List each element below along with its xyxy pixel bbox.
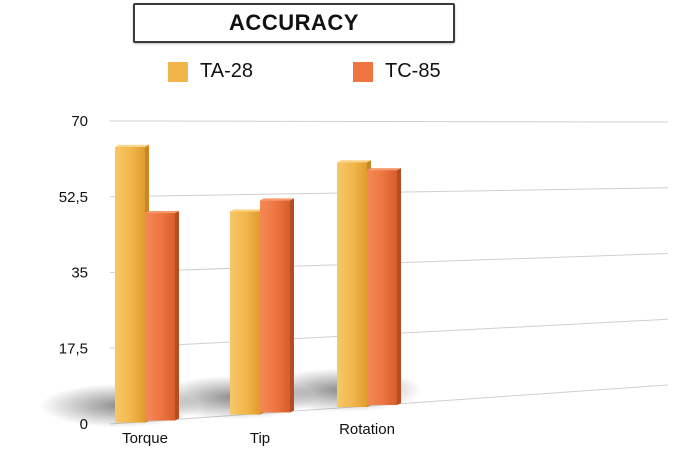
y-tick-label: 35: [71, 265, 88, 282]
legend-label-tc85: TC-85: [385, 60, 441, 82]
x-category-label: Torque: [122, 430, 168, 447]
legend-item-ta28: TA-28: [168, 60, 253, 83]
legend-label-ta28: TA-28: [200, 60, 253, 82]
y-tick-label: 17,5: [59, 340, 88, 357]
bar-ta28-tip: [230, 211, 260, 415]
bar-side: [175, 211, 179, 421]
bar-top: [230, 209, 264, 212]
bar-top: [115, 144, 149, 147]
bar-side: [397, 168, 401, 405]
x-category-label: Tip: [250, 430, 270, 447]
legend-item-tc85: TC-85: [353, 60, 441, 83]
x-axis-labels: Torque Tip Rotation: [122, 421, 395, 447]
chart-title-box: ACCURACY: [133, 3, 455, 43]
bar-ta28-rotation: [337, 162, 367, 408]
legend-swatch-tc85: [353, 61, 373, 82]
chart-title: ACCURACY: [229, 10, 359, 35]
bar-side: [290, 198, 294, 413]
x-category-label: Rotation: [339, 421, 395, 438]
bar-tc85-torque: [145, 213, 175, 421]
bar-top: [145, 211, 179, 214]
bar-ta28-torque: [115, 146, 145, 423]
bars: [115, 144, 401, 423]
y-tick-label: 70: [71, 113, 88, 130]
bar-tc85-tip: [260, 200, 290, 413]
y-tick-label: 0: [80, 416, 88, 433]
bar-top: [367, 168, 401, 171]
y-axis-ticks: 0 17,5 35 52,5 70: [59, 113, 88, 433]
bar-top: [260, 198, 294, 201]
legend-swatch-ta28: [168, 61, 188, 82]
y-tick-label: 52,5: [59, 189, 88, 206]
grid-line: [109, 120, 669, 123]
bar-tc85-rotation: [367, 170, 397, 405]
bar-top: [337, 160, 371, 163]
